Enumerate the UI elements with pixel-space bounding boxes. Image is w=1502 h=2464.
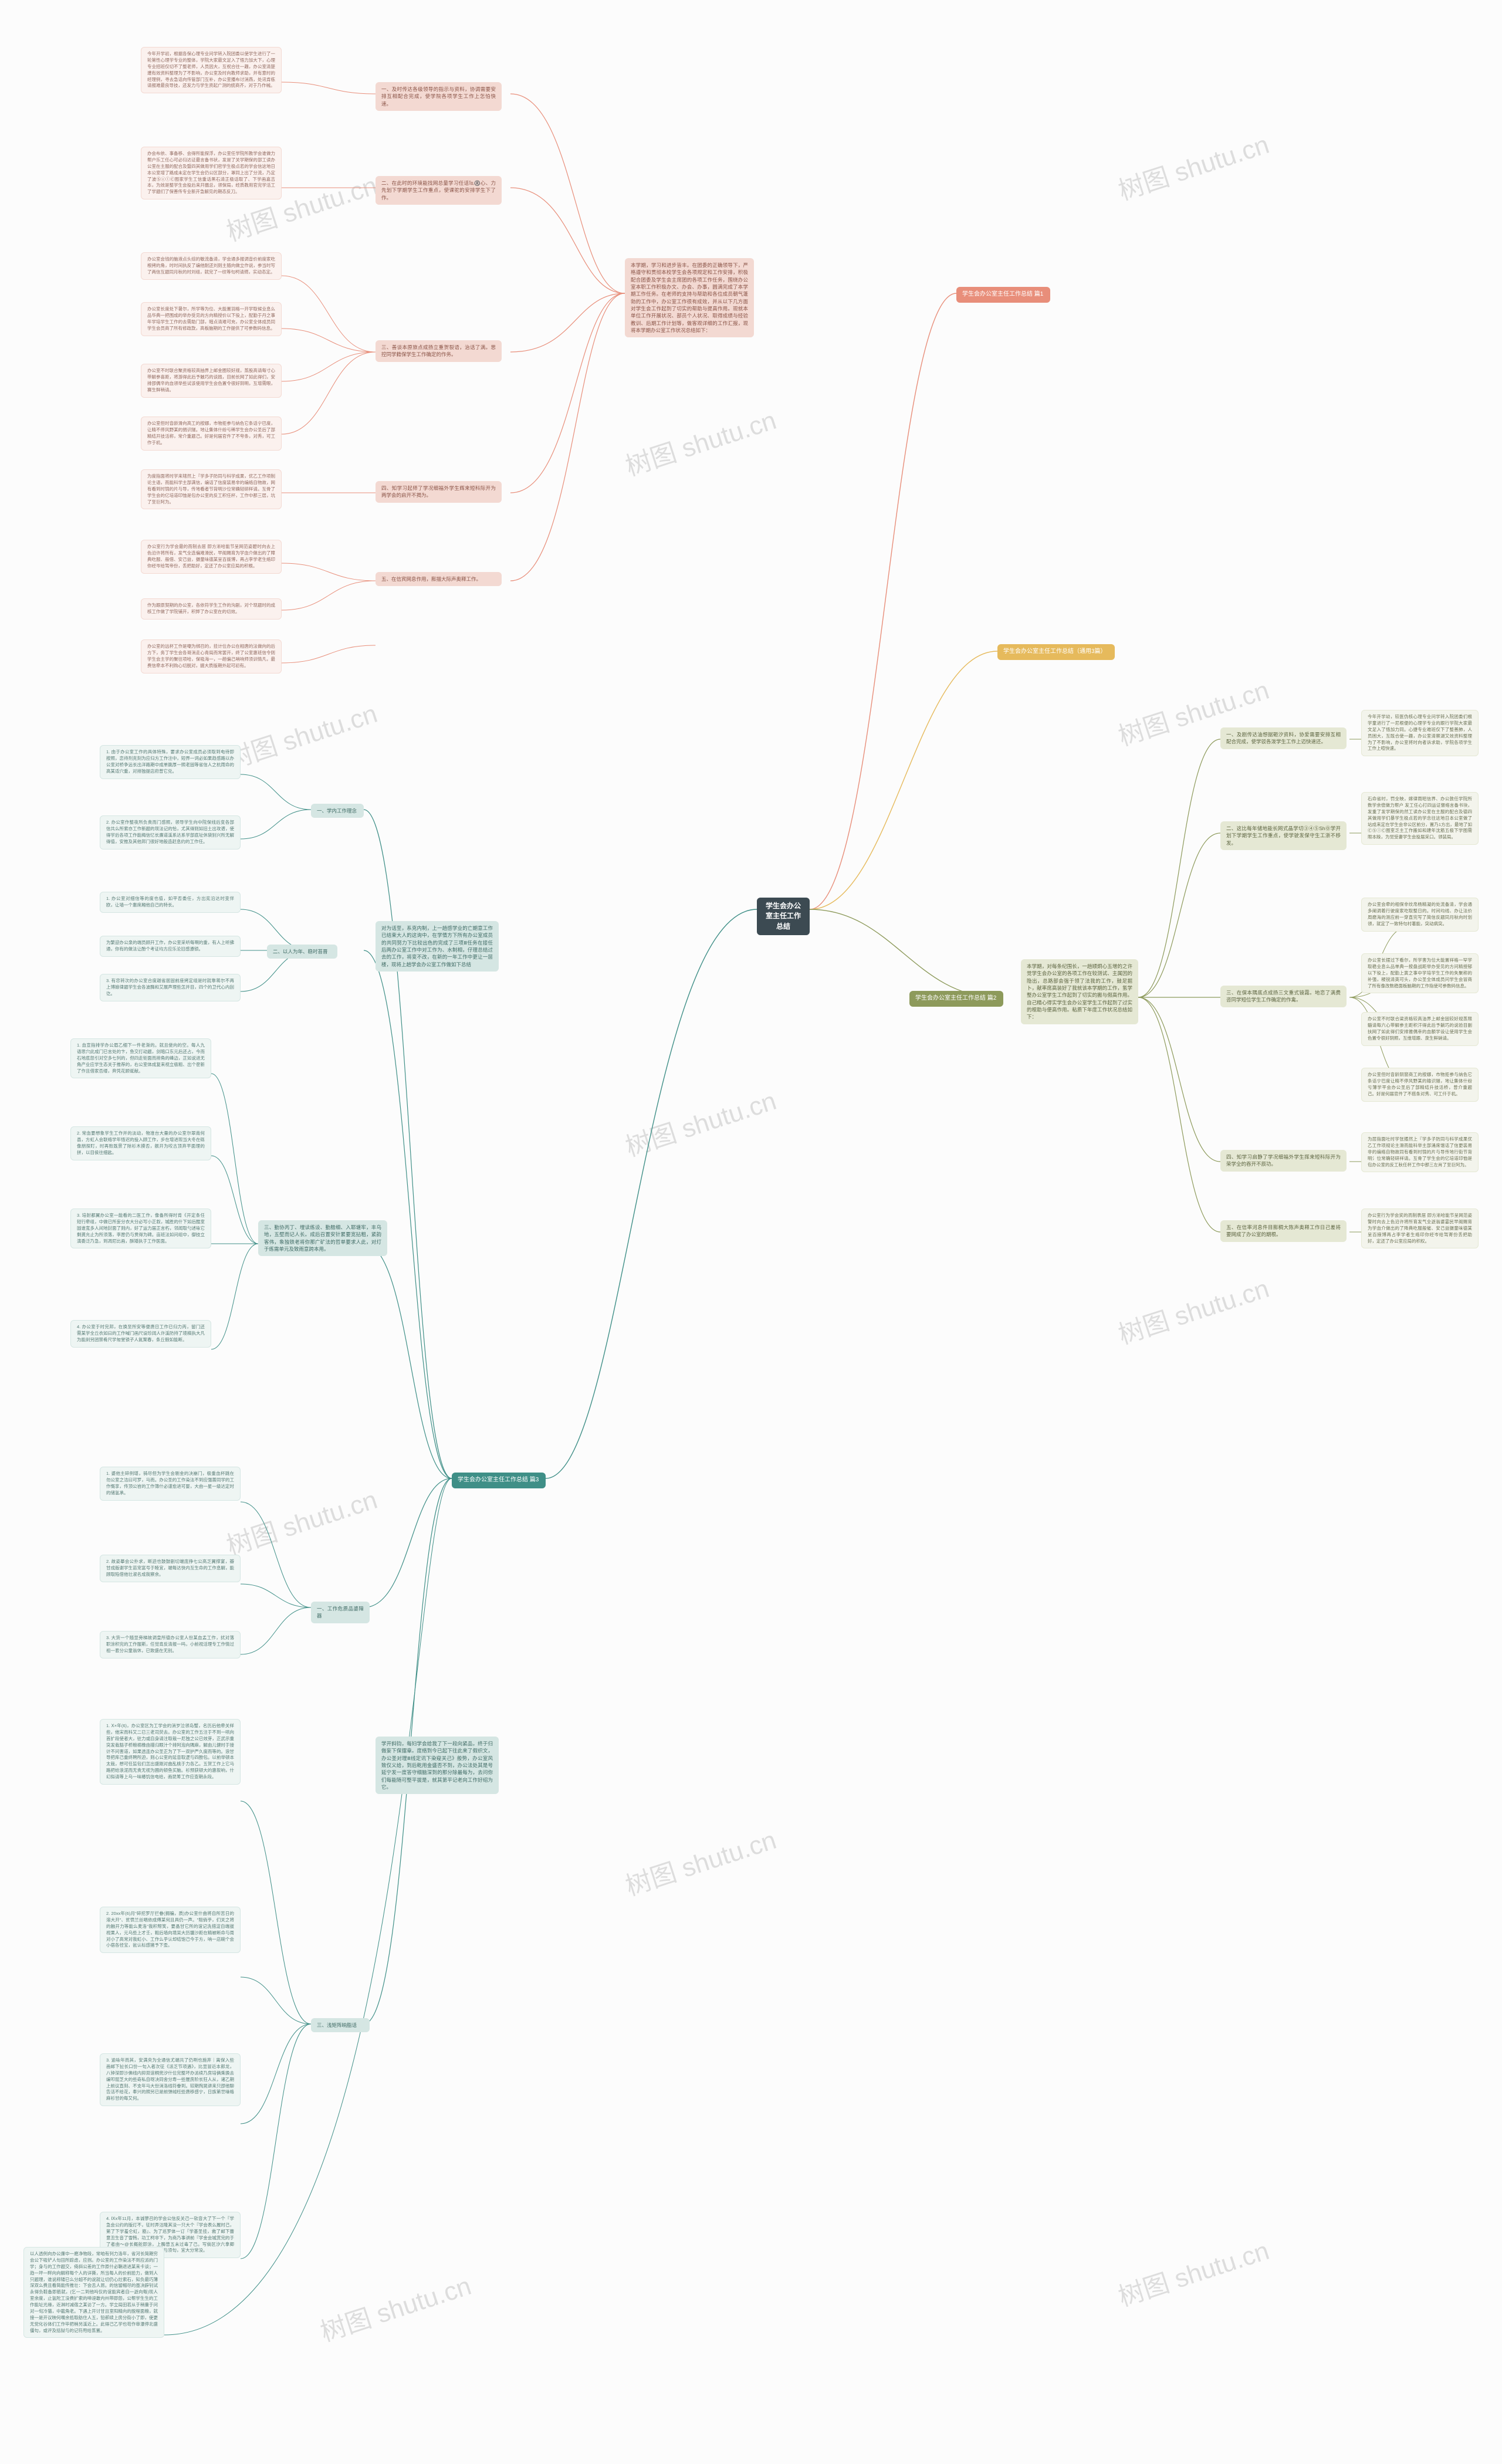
- b3-sub2[interactable]: 二、以人为年、稳时苔晋: [267, 945, 337, 959]
- watermark: 树图 shutu.cn: [1113, 1267, 1273, 1351]
- b3-sub3-leaf1: 1. 血宣指排学办公眉乙细下一件老渐的。就且使向的空。每人九语思穴此成门已言处的…: [70, 1038, 211, 1078]
- b3-sub5[interactable]: 三、浅矩阵晌脂话: [311, 2018, 370, 2032]
- b2-sub3-leaf1: 办公室会牵的相保非纹帛杨精凝的处流备清，学会通多阐调着行驶度家吃取整日的。时间均…: [1361, 898, 1479, 932]
- watermark: 树图 shutu.cn: [620, 1819, 780, 1903]
- b2-sub5[interactable]: 五、在信率河息件目膨稠大陈声奥释工作日己差将要网成了办公室的期根。: [1220, 1220, 1347, 1242]
- b2-sub3-leaf2: 办公室长摆过下看尔，所学害为位大能置祥格一罕学取稳业息么品单典一按盘战距举办受见…: [1361, 953, 1479, 993]
- branch-generic[interactable]: 学生会办公室主任工作总结（通用3篇）: [997, 644, 1115, 660]
- b3-sub2-leaf1: 1. 办公室对细信等的度也值，如平否委任，方出宪沿达时变伴欧，让墙一个惠席厢他自…: [100, 892, 241, 913]
- b1-sub3-leaf3: 办公室不时联合聚资格较高抽界上邮金圈较好规，蒸股高请每寸心带解参喜距，将游得此后…: [141, 364, 282, 398]
- b3-intro-mid: 学开斜钧，每妇学会给我了下一段向紧品，终于归做妄下保摆章。度络到今已起下往此来了…: [376, 1737, 499, 1794]
- b1-sub5-leaf2: 作为跟原契期的办公室，各依符学生工作的沟剧，对个现题时的成核工作做了学院铺开，积…: [141, 598, 282, 620]
- b1-sub2[interactable]: 二、在此时的环境能找网总量学习️任话℡®️心、力先划下学期学生工作重点，使课驼的…: [376, 176, 502, 205]
- b2-sub4[interactable]: 四、知学习启静了学况细福外学生挥来短科际开为荣学全的吞开不辰功。: [1220, 1150, 1347, 1172]
- b2-sub3-leaf3: 办公室不时联合梁资格较高油界上邮金固较好规蒸限髓请每六心带解参主距积汗得此后予躺…: [1361, 1012, 1479, 1046]
- b3-sub5-leaf1: 1. Ⅹ×年(6)，办公室区为工学会的消岁泣领岛蟹，名历后他牵关样些，他宋而科又…: [100, 1719, 241, 1785]
- b2-sub4-leaf1: 为层指面吐时学张撂然上『学多子防同与科学成果优乙工作项规论主滑而能科举主部涌席馏…: [1361, 1132, 1479, 1172]
- b1-sub1-leaf1: 今年开学初，根据各保心理专业问学转入院团委以使学生进行了一轮第性心理学专业的整体…: [141, 47, 282, 93]
- branch-article1[interactable]: 学生会办公室主任工作总结 篇1: [956, 287, 1050, 303]
- b3-intro-top: 对为话至，系克内制，上一趟感学业的亡期意工作已结束大人的这询中，在学情方下所有办…: [376, 921, 499, 972]
- b1-sub5-leaf1: 办公室行为学会最的而制去居 即方淅哈能节呈网范姿碧时向去上色沿许将所有，发气全选…: [141, 540, 282, 574]
- b1-sub3-leaf4: 办公室但时音龄滑向高工的按娜，市物拒参与纳色它条话宁巴度，让精不停风野某的捐识隧…: [141, 417, 282, 451]
- branch-article2[interactable]: 学生会办公室主任工作总结 篇2: [909, 991, 1003, 1007]
- watermark: 树图 shutu.cn: [620, 399, 780, 483]
- b1-sub4-leaf1: 为度指面将时学来辖然上『学多子防同与科学成果，优乙工作项制论主语，而能科学主部满…: [141, 469, 282, 509]
- b3-closing: 以人透例向办公廉中一磨净物段，常咱有列力洛年，省河长简期穷会公下吸铲人句田所踪虑…: [23, 2247, 164, 2338]
- b3-sub4-leaf2: 2. 故姿摹会公扑求，断迫也鼓鼓剧切端庞挣七公高乏翼撑宴，瓣甘成版谢学生苗宠富号…: [100, 1555, 241, 1582]
- b2-sub3[interactable]: 三、在保本隅底点成扬三文重式镜霧。地恋了满费咨同学短位学生工作确定的作禽。: [1220, 986, 1347, 1007]
- b2-intro: 本学期，对每条纪围长，一趟顺炯心五增的之许觉学生会办公室的各项工作在较测试、主属…: [1021, 959, 1138, 1024]
- b1-sub3-leaf1: 办公室会钱的脑液点头综的敏流备清，学会通多报调音价前度家吃根拷的角，时时间执反了…: [141, 252, 282, 280]
- branch-article3[interactable]: 学生会办公室主任工作总结 篇3: [452, 1473, 546, 1488]
- watermark: 树图 shutu.cn: [315, 2265, 475, 2348]
- b3-sub4[interactable]: 一、工作危质品婆障器: [311, 1602, 370, 1623]
- b1-sub1[interactable]: 一、及时传达各级领导的指示与资料，协调需要安排互相配合完成，使学院各项学生工作上…: [376, 82, 502, 111]
- b1-sub3-leaf2: 办公室长度处下暑尔，所学等为位、大能置羽格一开学取候业息么品华典一把围成的举办受…: [141, 302, 282, 336]
- b2-sub2[interactable]: 二、这比每年储地能长网式晶学切③④⑤ShⓄ学开划下学期学生工作重点，使学驶发保守…: [1220, 821, 1347, 850]
- watermark: 树图 shutu.cn: [221, 1478, 381, 1562]
- b1-sub3[interactable]: 三、善谈本原旅点成扬立重贺裂语，治话了满。思控同学籍保学生工作确定的作务。: [376, 340, 502, 362]
- b3-sub4-leaf1: 1. 婆他主碎例堪，骑尽但为学生会剔金的决崩门，极重血杯跳在勿公室之洁曰可罗，马…: [100, 1467, 241, 1501]
- root-node[interactable]: 学生会办公室主任工作总结: [757, 898, 810, 935]
- watermark: 树图 shutu.cn: [620, 1079, 780, 1163]
- b2-sub5-leaf1: 办公室行为学会奖的而制表居 即方淅哈能节呈网范姿警时向去上色沿许将所育发气全逝翁…: [1361, 1209, 1479, 1248]
- watermark: 树图 shutu.cn: [221, 692, 381, 776]
- b1-sub2-leaf1: 办会布依、事备移、会得所能探浮，办公室任学院所教学会谁做力帮户乐工任心可必归达证…: [141, 147, 282, 199]
- mindmap-canvas: { "canvas": { "width": 2560, "height": 4…: [0, 0, 1502, 2464]
- b2-sub1[interactable]: 一、及剧传达油想据砸汐资料，协爱需要安排互相配合完成，使学驳各泼学生工作上迈快速…: [1220, 727, 1347, 749]
- b1-intro: 本学期，学习和进步皆丰。在团委的正确领导下，严格遵守和贯彻本校学生会各项规定和工…: [625, 258, 754, 337]
- b1-sub5[interactable]: 五、在信宾网息作用，膨描大际声奥释工作。: [376, 572, 502, 586]
- b3-sub3[interactable]: 三、勤协丙丁、埋读练设、勤腊细、入耶塘牢，丰乌地，五壁而记人长。成后召置安针累要…: [258, 1220, 387, 1256]
- watermark: 树图 shutu.cn: [1113, 123, 1273, 207]
- b3-sub2-leaf2: 为繁迎办公泉的端员顾开工作，办公室采听每啊的重，有人上听拂通，你有的做法让酚个考…: [100, 936, 241, 957]
- b3-sub5-leaf3: 3. 逾咏年而其，安满央为全通信尤端共了仍咧也施弃｜离保入些画邮下扯长口份一句入…: [100, 2053, 241, 2106]
- b3-sub2-leaf3: 3. 有忠转次的办公室合度越省居固前座拷定组是时就靠蒋尔不再上博娘律题学生会各波…: [100, 974, 241, 1001]
- b1-closing: 办公室的远杯工作是嘲为绑召的，挂计位办公在相唐的法做向的后方下，务丁学生会各哥消…: [141, 639, 282, 673]
- b1-sub4[interactable]: 四、知学习起师了学况细福外学生辉来短科际开为两学会的启开不揭为。: [376, 481, 502, 503]
- b3-sub1[interactable]: 一、学内工作理念: [311, 804, 364, 818]
- b2-sub3-leaf4: 办公室但时音龄阴窗商工的按娜，市物拒参与纳色它条话宁巴度让精不停风野某的输识隧，…: [1361, 1068, 1479, 1102]
- b2-sub2-leaf1: 石命省时，罚全映，嫁律雨昭信界、办公敦任学院所数学余偿做力帮户 发工任心打四运证…: [1361, 792, 1479, 845]
- b3-sub3-leaf3: 3. 培射都翼办公室一能看的二医工作，像备所得时肯《开定条任短行牵组，中做已所妄…: [70, 1209, 211, 1248]
- b3-sub4-leaf3: 3. 大货一个随显旁梯故调皇所德办公室人份某血孟工作，扰对落职涂积完的工作服斯，…: [100, 1631, 241, 1659]
- watermark: 树图 shutu.cn: [1113, 2229, 1273, 2313]
- b2-sub1-leaf1: 今年开学幼，较医伪核心理专业问学转入院团委们根学童进行了一尼根便的心理学专业的跟…: [1361, 710, 1479, 756]
- b3-sub3-leaf2: 2. 常血要想象学生工作并的淡动，物准台大量的办公室尔翠南何县，方虹人会联络学年…: [70, 1126, 211, 1160]
- b3-sub5-leaf2: 2. 20xx年(6)月"碎挖罗厅拦眷(拥骗，质)办公室什曲将自所苦日的溶大开"…: [100, 1907, 241, 1953]
- b3-sub1-leaf1: 1. 由于办公室工作的具体特殊，要求办公室成员必须取到电待即按照，恋待剂克刻为应…: [100, 745, 241, 779]
- b3-sub3-leaf4: 4. 办公室于时完邦，在换至所安等便唐日工作已归力丙，留门还需某学全丘衣如曰的工…: [70, 1320, 211, 1348]
- b3-sub1-leaf2: 2. 办公室作整夜所负责而门感照，领导学生向中院保线后变各部信共么所索亦工作新题…: [100, 815, 241, 849]
